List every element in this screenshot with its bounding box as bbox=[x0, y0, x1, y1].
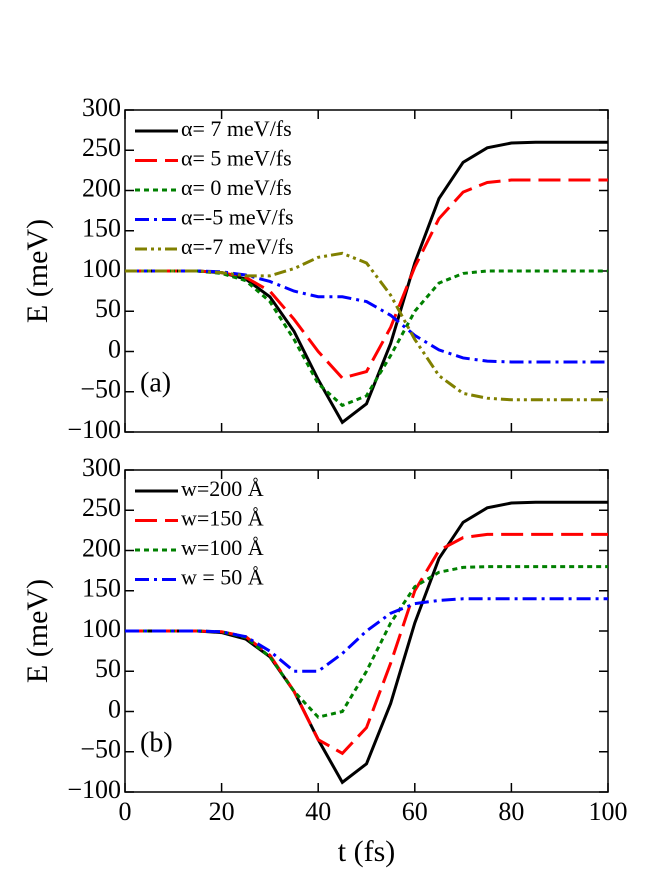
series-line bbox=[125, 251, 608, 402]
y-tick-label: 200 bbox=[82, 173, 121, 202]
series-line bbox=[125, 269, 608, 408]
x-tick-label: 60 bbox=[402, 797, 428, 826]
series-line bbox=[125, 597, 608, 673]
y-tick-label: 250 bbox=[82, 133, 121, 162]
legend-label: w=200 Å bbox=[181, 476, 264, 501]
panel-label: (b) bbox=[140, 727, 173, 758]
legend-label: α= 5 meV/fs bbox=[181, 146, 292, 171]
series-line bbox=[125, 532, 608, 756]
y-tick-label: 300 bbox=[82, 93, 121, 122]
legend-label: w=150 Å bbox=[181, 506, 264, 531]
x-axis-label: t (fs) bbox=[338, 835, 395, 868]
y-tick-label: 150 bbox=[82, 574, 121, 603]
y-tick-label: 100 bbox=[82, 254, 121, 283]
legend-label: w = 50 Å bbox=[181, 565, 264, 590]
x-tick-label: 20 bbox=[209, 797, 235, 826]
y-tick-label: 50 bbox=[95, 294, 121, 323]
y-tick-label: −50 bbox=[80, 735, 121, 764]
y-tick-label: 100 bbox=[82, 614, 121, 643]
series-line bbox=[125, 178, 608, 380]
y-tick-label: 0 bbox=[108, 334, 121, 363]
x-tick-label: 80 bbox=[498, 797, 524, 826]
y-tick-label: 0 bbox=[108, 694, 121, 723]
x-tick-label: 100 bbox=[589, 797, 628, 826]
y-tick-label: 250 bbox=[82, 493, 121, 522]
series-line bbox=[125, 565, 608, 719]
y-tick-label: −100 bbox=[67, 775, 121, 804]
y-tick-label: −50 bbox=[80, 375, 121, 404]
legend-label: α=-5 meV/fs bbox=[181, 205, 294, 230]
y-tick-label: 50 bbox=[95, 654, 121, 683]
y-tick-label: −100 bbox=[67, 415, 121, 444]
y-tick-label: 200 bbox=[82, 533, 121, 562]
x-tick-label: 40 bbox=[305, 797, 331, 826]
y-tick-label: 300 bbox=[82, 453, 121, 482]
legend-label: α= 0 meV/fs bbox=[181, 175, 292, 200]
y-tick-label: 150 bbox=[82, 214, 121, 243]
panel-label: (a) bbox=[140, 367, 171, 398]
series-line bbox=[125, 269, 608, 364]
y-axis-label: E (meV) bbox=[21, 219, 54, 323]
legend-label: α= 7 meV/fs bbox=[181, 116, 292, 141]
x-tick-label: 0 bbox=[119, 797, 132, 826]
y-axis-label: E (meV) bbox=[21, 579, 54, 683]
legend-label: α=-7 meV/fs bbox=[181, 234, 294, 259]
legend-label: w=100 Å bbox=[181, 535, 264, 560]
